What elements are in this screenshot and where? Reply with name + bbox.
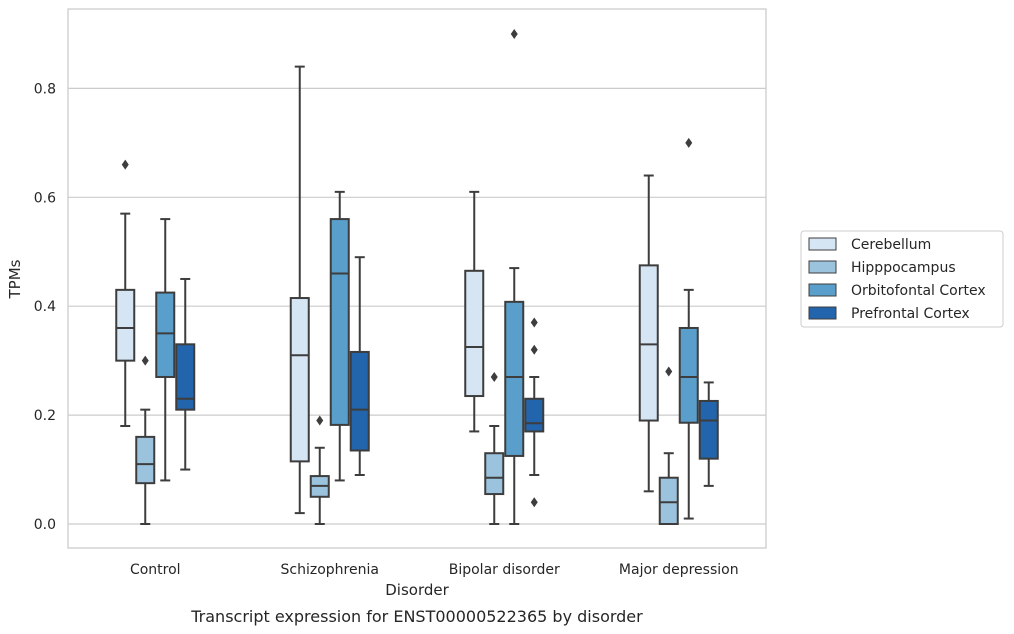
x-tick-label: Major depression: [619, 562, 739, 578]
y-axis-ticks: 0.0 0.2 0.4 0.6 0.8: [34, 81, 56, 533]
box: [329, 190, 350, 482]
box-body: [504, 300, 525, 457]
box-body: [638, 264, 659, 422]
legend-swatch: [808, 306, 837, 320]
legend: Cerebellum Hipppocampus Orbitofontal Corte…: [800, 230, 1004, 328]
legend-swatch: [808, 237, 837, 251]
box-body: [115, 288, 136, 362]
outlier-point: [530, 344, 538, 355]
y-tick-label: 0.6: [34, 190, 56, 206]
plot-frame: [67, 8, 767, 549]
box-body: [678, 326, 699, 424]
outlier-point: [490, 371, 498, 382]
box-body: [135, 435, 156, 485]
box: [289, 65, 310, 515]
legend-swatch: [808, 283, 837, 297]
legend-frame: [800, 230, 1004, 328]
x-tick-label: Bipolar disorder: [449, 562, 560, 578]
legend-entry: Cerebellum: [851, 237, 931, 253]
outlier-point: [121, 159, 129, 170]
box-body: [464, 269, 485, 398]
outlier-point: [530, 497, 538, 508]
box: [524, 317, 545, 508]
box: [155, 218, 176, 482]
box: [698, 381, 719, 487]
box: [638, 174, 659, 493]
box-body: [329, 218, 350, 426]
box-body: [155, 291, 176, 378]
legend-entry: Prefrontal Cortex: [851, 306, 970, 322]
chart-caption: Transcript expression for ENST0000052236…: [190, 607, 643, 626]
box: [484, 371, 505, 525]
box-body: [524, 397, 545, 433]
outlier-point: [141, 355, 149, 366]
box-body: [289, 297, 310, 463]
box-body: [658, 476, 679, 525]
outlier-point: [530, 317, 538, 328]
box-body: [175, 343, 196, 411]
y-tick-label: 0.2: [34, 408, 56, 424]
box: [464, 190, 485, 433]
box: [504, 28, 525, 525]
box: [175, 277, 196, 471]
outlier-point: [510, 28, 518, 39]
boxes: [115, 28, 719, 525]
legend-entry: Orbitofontal Cortex: [851, 283, 986, 299]
box: [658, 366, 679, 525]
x-axis-ticks: Control Schizophrenia Bipolar disorder Majo…: [130, 562, 739, 578]
y-tick-label: 0.0: [34, 517, 56, 533]
y-tick-label: 0.8: [34, 81, 56, 97]
box: [135, 355, 156, 525]
outlier-point: [316, 415, 324, 426]
outlier-point: [665, 366, 673, 377]
box: [115, 159, 136, 427]
y-axis-label: TPMs: [6, 259, 24, 299]
outlier-point: [685, 137, 693, 148]
box: [309, 415, 330, 525]
legend-entry: Hipppocampus: [851, 260, 956, 276]
box: [678, 137, 699, 520]
box-body: [698, 399, 719, 460]
y-tick-label: 0.4: [34, 299, 56, 315]
x-tick-label: Control: [130, 562, 181, 578]
box-body: [484, 452, 505, 496]
box-body: [349, 350, 370, 452]
box: [349, 256, 370, 476]
x-axis-label: Disorder: [385, 581, 449, 599]
x-tick-label: Schizophrenia: [281, 562, 379, 578]
legend-swatch: [808, 260, 837, 274]
